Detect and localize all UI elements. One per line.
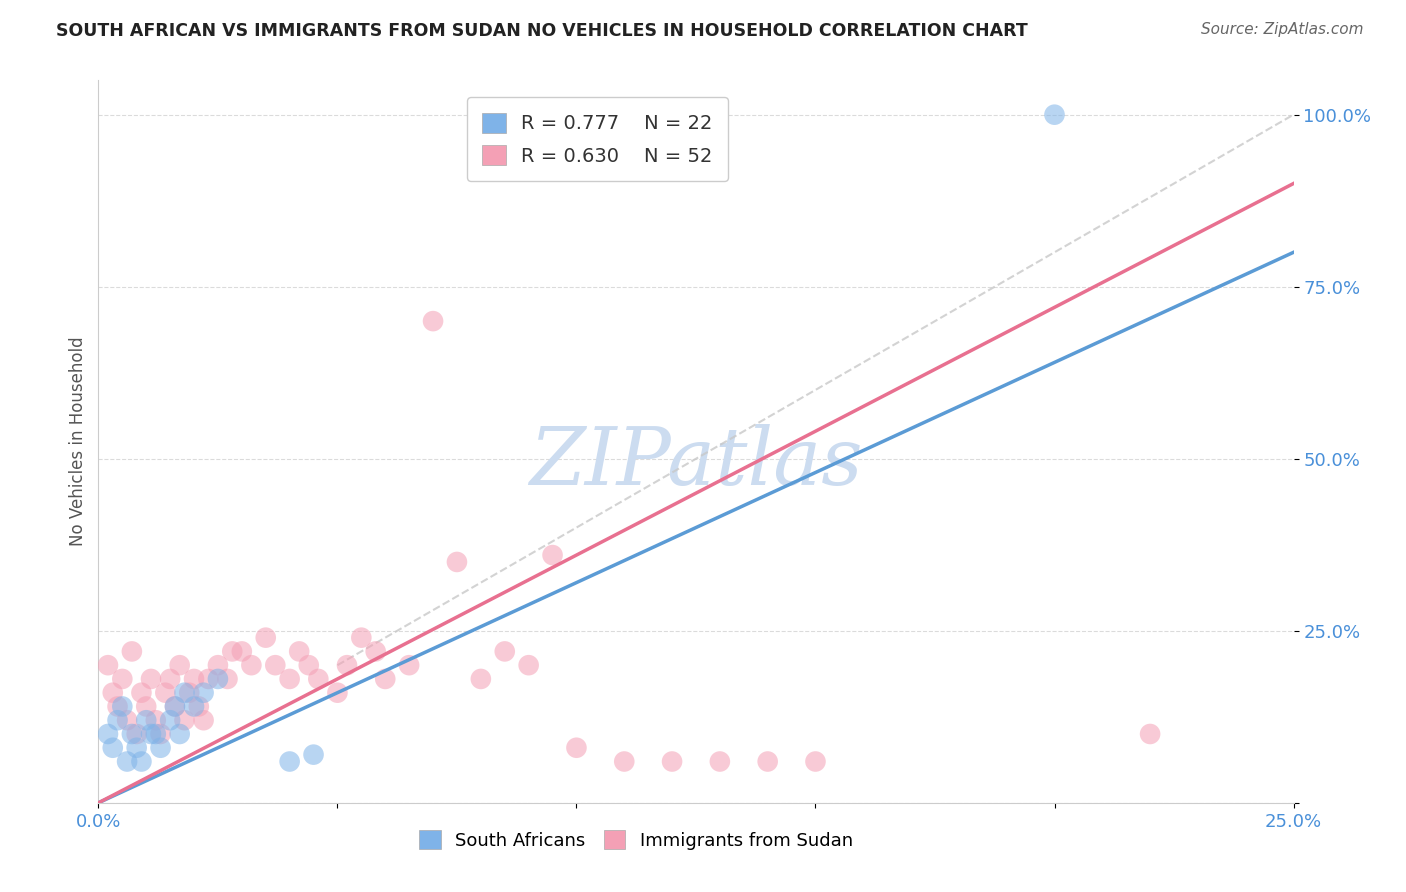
Point <box>121 727 143 741</box>
Point <box>193 713 215 727</box>
Point <box>111 672 134 686</box>
Point <box>139 672 162 686</box>
Point <box>804 755 827 769</box>
Point <box>155 686 177 700</box>
Point <box>278 672 301 686</box>
Point <box>350 631 373 645</box>
Point <box>101 686 124 700</box>
Point <box>661 755 683 769</box>
Point <box>207 658 229 673</box>
Point <box>364 644 387 658</box>
Point <box>131 686 153 700</box>
Point <box>422 314 444 328</box>
Point <box>97 727 120 741</box>
Point <box>197 672 219 686</box>
Point <box>179 686 201 700</box>
Point <box>183 672 205 686</box>
Point <box>163 699 186 714</box>
Y-axis label: No Vehicles in Household: No Vehicles in Household <box>69 336 87 547</box>
Point <box>613 755 636 769</box>
Point <box>107 713 129 727</box>
Point <box>254 631 277 645</box>
Point <box>145 727 167 741</box>
Text: SOUTH AFRICAN VS IMMIGRANTS FROM SUDAN NO VEHICLES IN HOUSEHOLD CORRELATION CHAR: SOUTH AFRICAN VS IMMIGRANTS FROM SUDAN N… <box>56 22 1028 40</box>
Point <box>107 699 129 714</box>
Point <box>169 658 191 673</box>
Point <box>145 713 167 727</box>
Point <box>470 672 492 686</box>
Point <box>326 686 349 700</box>
Point <box>240 658 263 673</box>
Point <box>207 672 229 686</box>
Point <box>221 644 243 658</box>
Text: ZIPatlas: ZIPatlas <box>529 425 863 502</box>
Point <box>135 699 157 714</box>
Point <box>517 658 540 673</box>
Point <box>121 644 143 658</box>
Point <box>101 740 124 755</box>
Point <box>709 755 731 769</box>
Point <box>278 755 301 769</box>
Point <box>173 713 195 727</box>
Point <box>231 644 253 658</box>
Point <box>1139 727 1161 741</box>
Point <box>1043 108 1066 122</box>
Point <box>163 699 186 714</box>
Point <box>494 644 516 658</box>
Point <box>125 727 148 741</box>
Point <box>307 672 329 686</box>
Point <box>97 658 120 673</box>
Point <box>446 555 468 569</box>
Point <box>187 699 209 714</box>
Point <box>111 699 134 714</box>
Point <box>302 747 325 762</box>
Point <box>565 740 588 755</box>
Point <box>336 658 359 673</box>
Point <box>264 658 287 673</box>
Point <box>159 713 181 727</box>
Point <box>131 755 153 769</box>
Point <box>173 686 195 700</box>
Point <box>125 740 148 755</box>
Point <box>183 699 205 714</box>
Point <box>149 740 172 755</box>
Point <box>541 548 564 562</box>
Point <box>217 672 239 686</box>
Point <box>115 713 138 727</box>
Point <box>169 727 191 741</box>
Point <box>115 755 138 769</box>
Point <box>756 755 779 769</box>
Legend: South Africans, Immigrants from Sudan: South Africans, Immigrants from Sudan <box>411 822 862 859</box>
Point <box>135 713 157 727</box>
Point <box>159 672 181 686</box>
Point <box>193 686 215 700</box>
Point <box>149 727 172 741</box>
Text: Source: ZipAtlas.com: Source: ZipAtlas.com <box>1201 22 1364 37</box>
Point <box>288 644 311 658</box>
Point <box>298 658 321 673</box>
Point <box>139 727 162 741</box>
Point <box>398 658 420 673</box>
Point <box>374 672 396 686</box>
